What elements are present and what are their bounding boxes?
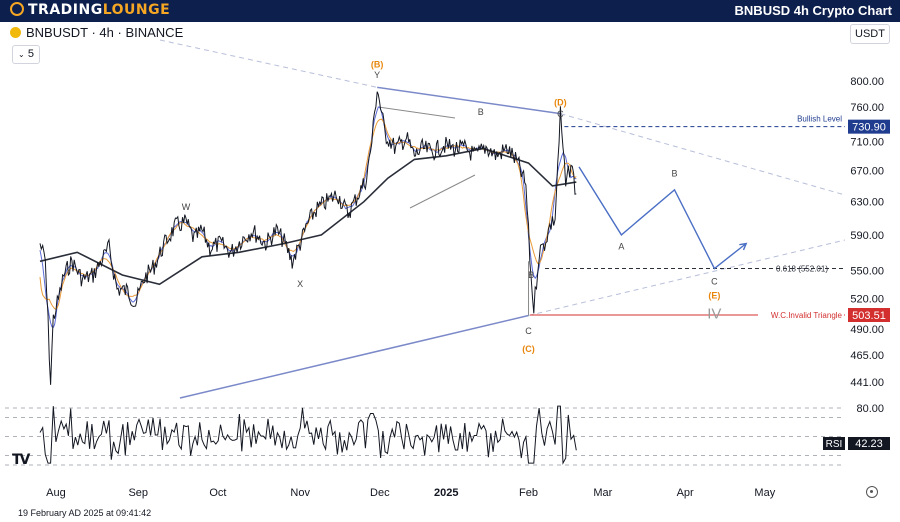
fib-level-label: 0.618 (552.01) <box>776 265 828 274</box>
y-tick-label: 520.00 <box>850 294 884 306</box>
chart-title: BNBUSD 4h Crypto Chart <box>734 3 892 18</box>
wave-label: C <box>711 276 718 286</box>
x-tick-label: Mar <box>593 487 612 499</box>
symbol-info[interactable]: BNBUSDT · 4h · BINANCE <box>10 25 183 40</box>
rsi-pane: 80.00 RSI 42.23 <box>5 403 890 466</box>
triangle-upper-back-extension <box>159 39 378 88</box>
wave-label: (E) <box>708 291 720 301</box>
level-layer: Bullish Level 730.90 0.618 (552.01) W.C.Inv… <box>530 115 890 323</box>
logo-ring-icon <box>10 2 24 16</box>
y-tick-label: 550.00 <box>850 265 884 277</box>
chevron-down-icon: ⌄ <box>18 50 25 59</box>
y-tick-label: 590.00 <box>850 230 884 242</box>
wave-label: X <box>297 279 303 289</box>
y-axis: 800.00 760.00 710.00 670.00 630.00 590.00 550.… <box>850 76 884 389</box>
x-axis: Aug Sep Oct Nov Dec 2025 Feb Mar Apr May <box>46 487 776 499</box>
x-tick-label: Feb <box>519 487 538 499</box>
wave-label: C <box>557 109 564 119</box>
wave-label: (D) <box>554 98 567 108</box>
inner-wave-top <box>377 106 456 119</box>
wave-label: W <box>182 202 191 212</box>
projection-layer <box>578 166 748 270</box>
price-line <box>39 91 577 385</box>
x-tick-label: Sep <box>128 487 148 499</box>
moving-average-long <box>39 147 577 286</box>
currency-selector[interactable]: USDT <box>850 24 890 44</box>
triangle-lower-line <box>179 314 529 399</box>
indicator-count: 5 <box>27 48 34 60</box>
invalid-price-label: 503.51 <box>852 310 886 322</box>
wave-label: Y <box>374 70 380 80</box>
wave-label: C <box>525 326 532 336</box>
wave-label: B <box>528 270 534 280</box>
tradinglounge-logo: TRADINGLOUNGE <box>10 2 170 18</box>
projection-path <box>578 166 747 270</box>
footer-timestamp: 19 February AD 2025 at 09:41:42 <box>18 508 152 518</box>
x-tick-label: Oct <box>209 487 226 499</box>
tradingview-logo: TV <box>12 452 30 468</box>
rsi-name-label: RSI <box>826 439 843 450</box>
invalid-level-label: W.C.Invalid Triangle <box>771 311 843 320</box>
triangle-upper-line <box>377 86 561 115</box>
triangle-lower-extension <box>528 239 846 317</box>
gear-icon[interactable] <box>866 486 878 498</box>
moving-average-layer <box>39 106 577 329</box>
invalid-label-bg <box>758 309 844 322</box>
y-tick-label: 670.00 <box>850 166 884 178</box>
bullish-price-tag <box>848 119 890 134</box>
wave-label: (B) <box>371 59 384 69</box>
y-tick-label: 441.00 <box>850 377 884 389</box>
triangle-upper-extension <box>560 113 846 196</box>
moving-average-fast <box>39 106 577 329</box>
x-tick-label: Apr <box>677 487 694 499</box>
logo-text-left: TRADING <box>28 2 103 18</box>
moving-average-medium <box>39 118 577 311</box>
x-tick-label: May <box>754 487 775 499</box>
bullish-level-label: Bullish Level <box>797 115 842 124</box>
inner-wave-bottom <box>409 174 476 209</box>
y-tick-label: 710.00 <box>850 136 884 148</box>
x-tick-label: Nov <box>290 487 310 499</box>
bnb-coin-icon <box>10 27 21 38</box>
rsi-name-tag <box>823 437 845 450</box>
symbol-label: BNBUSDT · 4h · BINANCE <box>26 25 184 40</box>
wave-label: B <box>672 169 678 179</box>
y-tick-label: 760.00 <box>850 102 884 114</box>
wave-label: IV <box>707 306 721 323</box>
x-tick-label: Aug <box>46 487 66 499</box>
rsi-value-tag <box>848 437 890 450</box>
wave-label: (C) <box>522 344 535 354</box>
y-tick-label: 490.00 <box>850 324 884 336</box>
logo-text-right: LOUNGE <box>102 2 171 18</box>
y-tick-label: 630.00 <box>850 197 884 209</box>
wave-label: A <box>618 242 624 252</box>
indicator-collapse-button[interactable]: ⌄ 5 <box>12 45 40 64</box>
y-tick-label: 800.00 <box>850 76 884 88</box>
header-bar: TRADINGLOUNGE BNBUSD 4h Crypto Chart <box>0 0 900 22</box>
wave-label-layer: WXY(B)BBC(C)C(D)ABC(E)IV <box>182 59 722 354</box>
x-tick-label: 2025 <box>434 487 458 499</box>
bullish-price-label: 730.90 <box>852 122 886 134</box>
x-tick-label: Dec <box>370 487 390 499</box>
rsi-line <box>39 405 577 465</box>
invalid-price-tag <box>848 308 890 323</box>
projection-arrowhead <box>739 242 748 251</box>
triangle-layer <box>159 39 846 399</box>
rsi-tick-label: 80.00 <box>856 403 884 415</box>
wave-label: B <box>478 107 484 117</box>
y-tick-label: 465.00 <box>850 350 884 362</box>
price-layer <box>39 91 577 385</box>
rsi-value-label: 42.23 <box>855 438 883 450</box>
